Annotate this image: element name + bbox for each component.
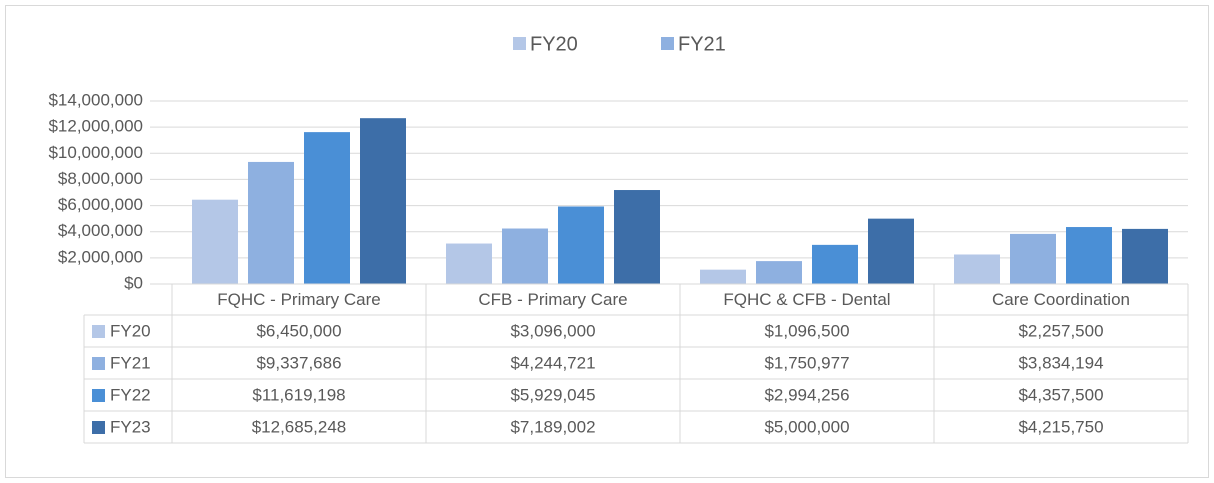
bar xyxy=(1066,227,1112,284)
table-cell: $2,257,500 xyxy=(1018,321,1103,340)
legend-swatch xyxy=(513,37,526,50)
bar xyxy=(360,118,406,284)
legend-swatch xyxy=(661,37,674,50)
bar xyxy=(614,190,660,284)
table-cell: $1,096,500 xyxy=(764,321,849,340)
y-tick-label: $8,000,000 xyxy=(58,169,143,188)
legend-label: FY21 xyxy=(678,33,726,55)
table-row-label: FY20 xyxy=(110,321,151,340)
table-cell: $6,450,000 xyxy=(256,321,341,340)
y-tick-label: $6,000,000 xyxy=(58,195,143,214)
table-row-label: FY23 xyxy=(110,417,151,436)
bar xyxy=(700,269,746,284)
bar xyxy=(756,261,802,284)
table-cell: $3,096,000 xyxy=(510,321,595,340)
bar xyxy=(192,199,238,284)
x-tick-label: CFB - Primary Care xyxy=(478,290,627,309)
table-key xyxy=(92,357,105,370)
bar xyxy=(446,243,492,284)
table-cell: $9,337,686 xyxy=(256,353,341,372)
table-cell: $4,215,750 xyxy=(1018,417,1103,436)
y-tick-label: $0 xyxy=(124,273,143,292)
bar xyxy=(1122,228,1168,284)
bar xyxy=(502,228,548,284)
y-tick-label: $4,000,000 xyxy=(58,221,143,240)
bar xyxy=(1010,233,1056,284)
legend-label: FY20 xyxy=(530,33,578,55)
table-key xyxy=(92,421,105,434)
x-tick-label: FQHC & CFB - Dental xyxy=(723,290,890,309)
x-tick-label: FQHC - Primary Care xyxy=(217,290,380,309)
table-cell: $5,000,000 xyxy=(764,417,849,436)
bar xyxy=(812,244,858,284)
y-tick-label: $2,000,000 xyxy=(58,247,143,266)
y-tick-label: $10,000,000 xyxy=(48,143,143,162)
table-cell: $2,994,256 xyxy=(764,385,849,404)
table-cell: $4,244,721 xyxy=(510,353,595,372)
table-cell: $1,750,977 xyxy=(764,353,849,372)
table-row-label: FY21 xyxy=(110,353,151,372)
table-cell: $12,685,248 xyxy=(252,417,347,436)
bar xyxy=(954,254,1000,284)
bar xyxy=(868,218,914,284)
table-row-label: FY22 xyxy=(110,385,151,404)
table-cell: $5,929,045 xyxy=(510,385,595,404)
table-key xyxy=(92,389,105,402)
y-tick-label: $14,000,000 xyxy=(48,90,143,109)
table-cell: $7,189,002 xyxy=(510,417,595,436)
table-cell: $4,357,500 xyxy=(1018,385,1103,404)
y-tick-label: $12,000,000 xyxy=(48,117,143,136)
table-cell: $11,619,198 xyxy=(252,385,345,404)
bar xyxy=(304,132,350,284)
table-key xyxy=(92,325,105,338)
bar xyxy=(248,161,294,284)
bar xyxy=(558,206,604,284)
x-tick-label: Care Coordination xyxy=(992,290,1130,309)
table-cell: $3,834,194 xyxy=(1018,353,1103,372)
